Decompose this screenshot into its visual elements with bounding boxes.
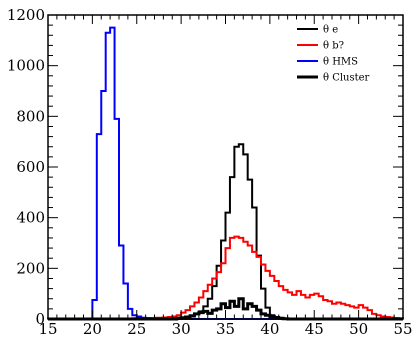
legend-label-3: θ Cluster xyxy=(323,73,370,84)
y-tick-label: 0 xyxy=(35,310,45,328)
y-tick-label: 1200 xyxy=(7,6,45,24)
x-tick-label: 45 xyxy=(305,320,324,338)
x-tick-label: 20 xyxy=(83,320,102,338)
axis-tick-labels: 15 20 25 30 35 40 45 50 55 0 200 400 600 800 1000 1200 xyxy=(7,6,413,338)
x-tick-label: 35 xyxy=(216,320,235,338)
x-tick-label: 15 xyxy=(38,320,57,338)
legend-label-0: θ e xyxy=(323,25,338,36)
series-line-0 xyxy=(48,143,403,320)
series-line-2 xyxy=(48,26,403,320)
series-layer xyxy=(47,26,404,321)
y-tick-label: 1000 xyxy=(7,57,45,75)
legend-label-1: θ b? xyxy=(323,41,344,52)
y-tick-label: 600 xyxy=(16,158,45,176)
x-tick-label: 50 xyxy=(349,320,368,338)
axis-ticks xyxy=(47,14,404,320)
x-tick-label: 40 xyxy=(260,320,279,338)
legend: θ e θ b? θ HMS θ Cluster xyxy=(297,25,370,84)
y-tick-label: 200 xyxy=(16,259,45,277)
x-tick-label: 25 xyxy=(127,320,146,338)
x-tick-label: 55 xyxy=(393,320,412,338)
y-tick-label: 400 xyxy=(16,209,45,227)
x-tick-label: 30 xyxy=(172,320,191,338)
legend-label-2: θ HMS xyxy=(323,57,358,68)
y-tick-label: 800 xyxy=(16,107,45,125)
